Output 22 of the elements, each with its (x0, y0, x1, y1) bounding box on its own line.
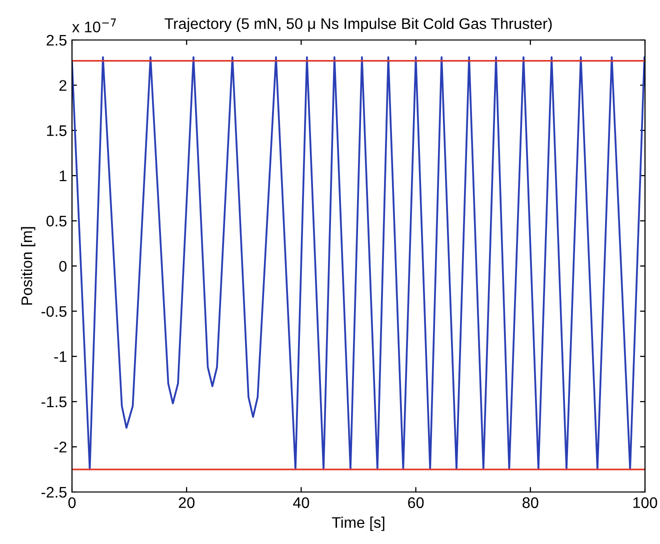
x-tick-label: 20 (178, 497, 194, 508)
x-tick-label: 80 (522, 497, 538, 508)
y-tick-label: 0 (59, 260, 67, 272)
y-tick-label: -2 (54, 442, 66, 452)
y-tick-label: -0.5 (41, 306, 66, 317)
y-tick-label: 1.5 (47, 125, 66, 136)
x-tick-label: 40 (293, 497, 310, 508)
y-tick-label: 2 (59, 80, 66, 91)
y-axis-title: Position [m] (21, 227, 36, 305)
y-tick-label: -2.5 (41, 486, 66, 498)
y-tick-label: -1.5 (41, 396, 66, 408)
x-tick-label: 0 (68, 497, 76, 508)
y-tick-label: -1 (54, 351, 66, 362)
line-series (72, 56, 645, 470)
x-tick-label: 60 (408, 497, 424, 508)
x-axis-title: Time [s] (332, 516, 384, 531)
chart-title: Trajectory (5 mN, 50 μ Ns Impulse Bit Cold Gas Thruster) (164, 18, 552, 32)
y-tick-label: 1 (60, 170, 66, 182)
y-tick-label: 2.5 (46, 34, 66, 46)
x-tick-label: 100 (633, 497, 658, 508)
text: x 10$^{−7}$ (72, 18, 116, 32)
y-tick-label: 0.5 (46, 216, 66, 226)
